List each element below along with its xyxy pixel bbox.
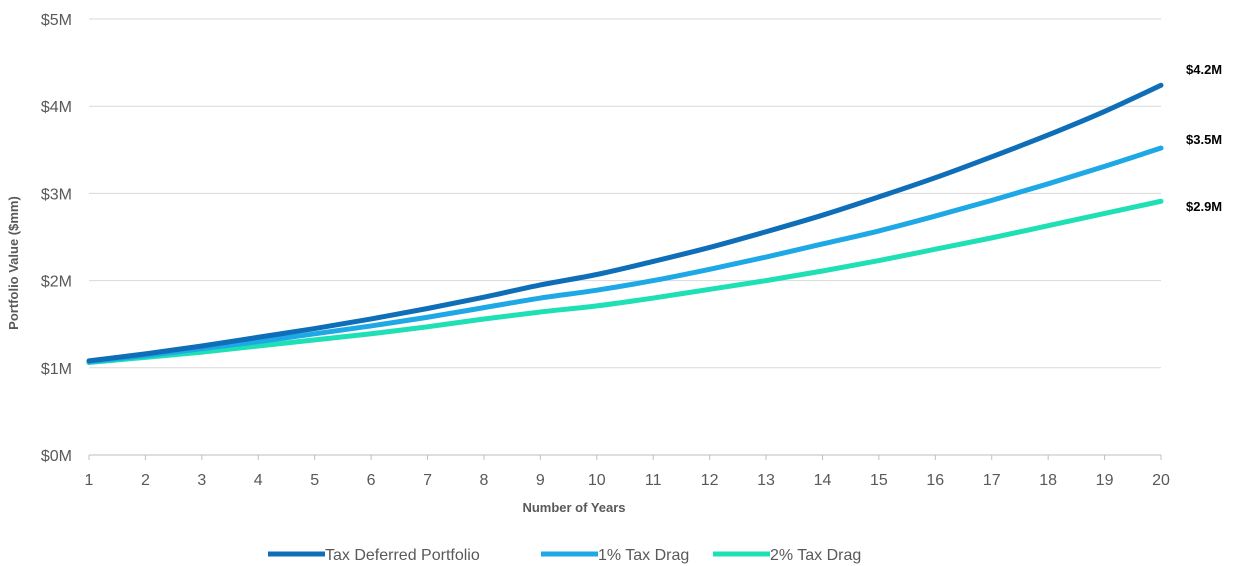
x-tick-label: 8 <box>479 472 488 489</box>
x-tick-label: 20 <box>1152 472 1170 489</box>
x-tick-label: 9 <box>536 472 545 489</box>
end-labels: $4.2M $3.5M $2.9M <box>1186 62 1222 214</box>
legend-item: Tax Deferred Portfolio <box>268 547 480 564</box>
x-tick-label: 12 <box>701 472 719 489</box>
legend-item: 2% Tax Drag <box>713 547 861 564</box>
x-tick-label: 6 <box>367 472 376 489</box>
y-axis-title: Portfolio Value ($mm) <box>6 196 21 330</box>
x-tick-label: 7 <box>423 472 432 489</box>
series-line <box>86 145 1164 365</box>
x-tick-label: 18 <box>1039 472 1057 489</box>
series-end-label: $3.5M <box>1186 132 1222 147</box>
legend-item: 1% Tax Drag <box>541 547 689 564</box>
x-axis <box>88 454 1162 460</box>
y-tick-label: $0M <box>41 448 72 465</box>
x-tick-label: 17 <box>983 472 1001 489</box>
x-tick-label: 2 <box>141 472 150 489</box>
x-tick-label: 13 <box>757 472 775 489</box>
x-tick-label: 19 <box>1096 472 1114 489</box>
series-end-label: $4.2M <box>1186 62 1222 77</box>
legend-label: Tax Deferred Portfolio <box>325 547 480 564</box>
x-axis-title: Number of Years <box>522 500 625 515</box>
x-tick-label: 15 <box>870 472 888 489</box>
y-tick-label: $3M <box>41 186 72 203</box>
legend-label: 1% Tax Drag <box>598 547 689 564</box>
series-end-label: $2.9M <box>1186 199 1222 214</box>
y-tick-label: $2M <box>41 274 72 291</box>
series-line <box>86 82 1164 364</box>
y-tick-label: $5M <box>41 12 72 29</box>
x-tick-label: 10 <box>588 472 606 489</box>
x-tick-label: 14 <box>814 472 832 489</box>
gridlines <box>89 18 1161 369</box>
legend-label: 2% Tax Drag <box>770 547 861 564</box>
x-axis-ticks: 1 2 3 4 5 6 7 8 9 10 11 12 13 14 15 16 17 18 19 20 <box>85 472 1170 489</box>
series-line <box>86 198 1164 366</box>
y-tick-label: $4M <box>41 99 72 116</box>
x-tick-label: 16 <box>926 472 944 489</box>
x-tick-label: 4 <box>254 472 263 489</box>
x-tick-label: 1 <box>85 472 94 489</box>
x-tick-label: 3 <box>197 472 206 489</box>
x-tick-label: 5 <box>310 472 319 489</box>
legend: Tax Deferred Portfolio 1% Tax Drag 2% Tax … <box>268 547 861 564</box>
y-tick-label: $1M <box>41 361 72 378</box>
x-tick-label: 11 <box>645 472 662 489</box>
series-lines <box>86 82 1164 366</box>
y-axis-ticks: $0M $1M $2M $3M $4M $5M <box>41 12 72 465</box>
